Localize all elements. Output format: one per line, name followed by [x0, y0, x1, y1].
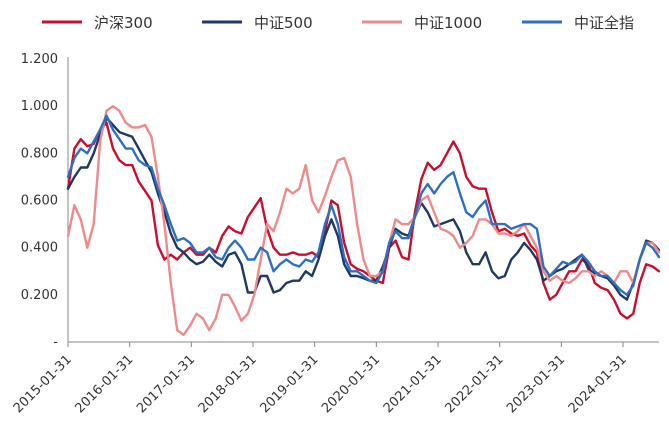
x-tick-label: 2019-01-31 — [257, 352, 321, 416]
series-group — [66, 104, 661, 337]
x-axis: 2015-01-312016-01-312017-01-312018-01-31… — [11, 341, 659, 416]
y-tick-label: - — [53, 335, 58, 350]
y-tick-label: 0.600 — [21, 194, 58, 209]
series-line-1 — [66, 116, 661, 301]
x-tick-label: 2017-01-31 — [134, 352, 198, 416]
x-tick-label: 2016-01-31 — [72, 352, 136, 416]
series-line-2 — [66, 104, 661, 337]
x-tick-label: 2024-01-31 — [566, 352, 630, 416]
y-tick-label: 0.200 — [21, 288, 58, 303]
legend-label-3: 中证全指 — [574, 14, 634, 32]
y-tick-label: 1.200 — [21, 52, 58, 67]
y-tick-label: 0.400 — [21, 241, 58, 256]
legend-label-1: 中证500 — [254, 14, 313, 32]
legend-label-0: 沪深300 — [94, 14, 153, 32]
y-axis: - 0.200 0.400 0.600 0.800 1.000 1.200 — [21, 52, 69, 350]
y-tick-label: 0.800 — [21, 146, 58, 161]
legend-label-2: 中证1000 — [414, 14, 482, 32]
series-line-0 — [66, 121, 661, 320]
series-line-3 — [66, 114, 661, 296]
x-tick-label: 2018-01-31 — [196, 352, 260, 416]
x-tick-label: 2020-01-31 — [319, 352, 383, 416]
y-tick-label: 1.000 — [21, 99, 58, 114]
x-tick-label: 2023-01-31 — [504, 352, 568, 416]
legend: 沪深300 中证500 中证1000 中证全指 — [42, 14, 634, 32]
x-tick-label: 2015-01-31 — [11, 352, 75, 416]
x-tick-label: 2022-01-31 — [442, 352, 506, 416]
x-tick-label: 2021-01-31 — [381, 352, 445, 416]
